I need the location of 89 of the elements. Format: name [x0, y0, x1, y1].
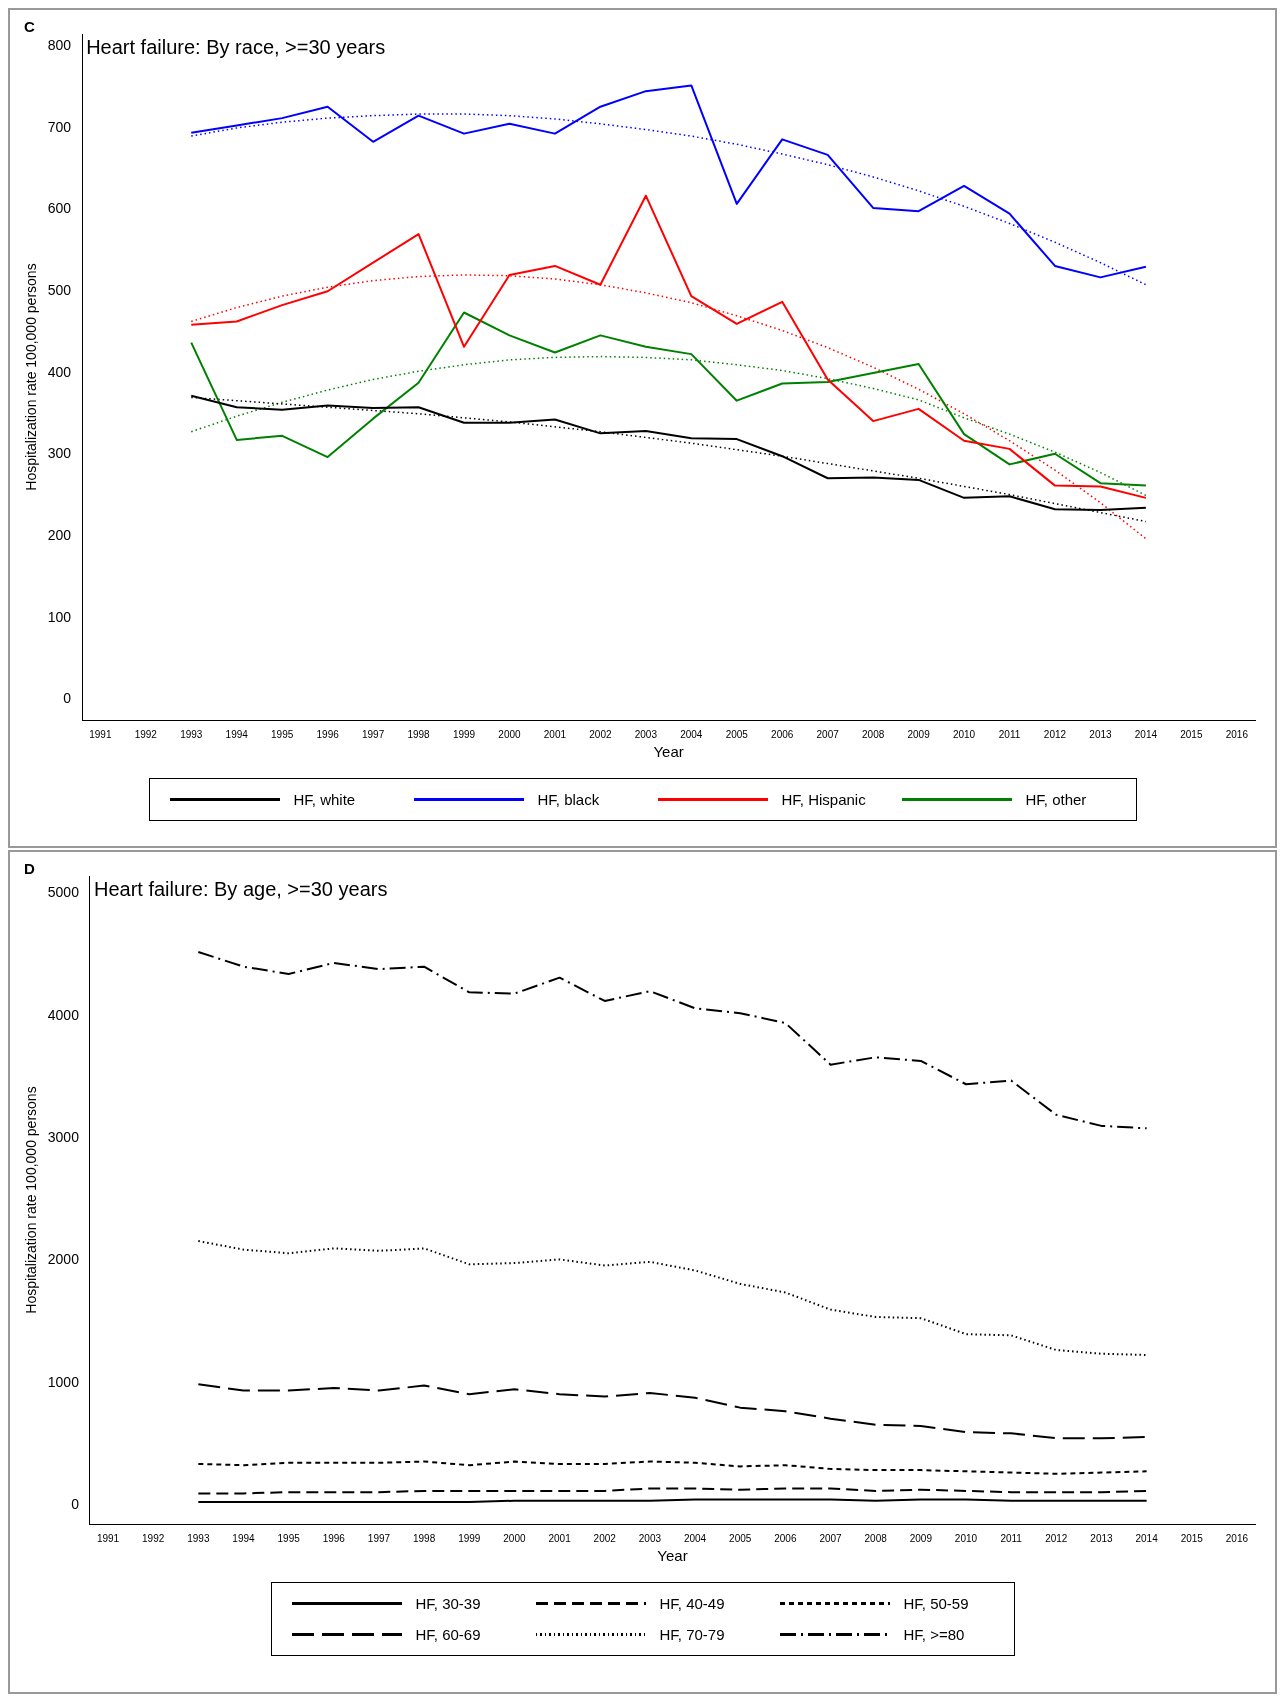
x-tick-label: 2013	[1089, 728, 1112, 740]
legend-label: HF, other	[1025, 791, 1088, 808]
x-tick-label: 2008	[862, 728, 885, 740]
x-tick-label: 1996	[322, 1532, 346, 1544]
x-tick-label: 1997	[367, 1532, 391, 1544]
x-tick-label: 1991	[89, 728, 112, 740]
x-tick-label: 2011	[998, 728, 1021, 740]
y-tick-label: 200	[47, 527, 72, 544]
y-tick-label: 1000	[47, 1373, 80, 1390]
x-tick-label: 2015	[1180, 1532, 1204, 1544]
y-tick-label: 300	[47, 445, 72, 462]
x-tick-label: 2000	[503, 1532, 526, 1544]
x-tick-label: 2005	[729, 1532, 752, 1544]
x-tick-label: 2012	[1043, 728, 1067, 740]
y-axis-title: Hospitalization rate 100,000 persons	[23, 1086, 40, 1314]
x-tick-label: 2007	[816, 728, 840, 740]
legend-label: HF, black	[537, 791, 601, 808]
x-tick-label: 2002	[593, 1532, 617, 1544]
text: D	[24, 860, 35, 877]
x-tick-label: 2004	[683, 1532, 707, 1544]
x-axis-title: Year	[657, 1547, 688, 1565]
x-tick-label: 2016	[1225, 1532, 1249, 1544]
x-tick-label: 1999	[452, 728, 476, 740]
y-tick-label: 100	[47, 608, 72, 625]
x-tick-label: 2000	[498, 728, 522, 740]
x-tick-label: 2006	[774, 1532, 797, 1544]
line-series	[197, 1240, 1148, 1356]
x-tick-label: 1993	[180, 728, 203, 740]
x-tick-label: 1994	[232, 1532, 256, 1544]
x-tick-label: 2005	[725, 728, 749, 740]
y-tick-label: 800	[47, 37, 72, 54]
x-tick-label: 1999	[458, 1532, 481, 1544]
line-series	[197, 950, 1148, 1130]
chart-title: Heart failure: By race, >=30 years	[86, 36, 386, 58]
text: C	[24, 18, 35, 35]
line-series	[197, 1460, 1148, 1475]
x-tick-label: 1995	[271, 728, 294, 740]
x-tick-label: 2015	[1180, 728, 1203, 740]
x-tick-label: 1998	[412, 1532, 436, 1544]
x-tick-label: 2008	[864, 1532, 888, 1544]
y-tick-label: 0	[63, 690, 72, 707]
x-tick-label: 2004	[680, 728, 703, 740]
x-tick-label: 1997	[361, 728, 385, 740]
x-tick-label: 1991	[96, 1532, 120, 1544]
legend-label: HF, Hispanic	[781, 791, 867, 808]
y-tick-label: 4000	[47, 1006, 80, 1023]
x-tick-label: 2006	[771, 728, 794, 740]
x-tick-label: 1998	[407, 728, 431, 740]
x-tick-label: 2012	[1045, 1532, 1068, 1544]
x-tick-label: 2010	[954, 1532, 978, 1544]
x-tick-label: 2003	[638, 1532, 662, 1544]
x-tick-label: 1994	[225, 728, 249, 740]
y-tick-label: 600	[47, 200, 72, 217]
y-tick-label: 500	[47, 282, 72, 299]
x-tick-label: 2009	[907, 728, 931, 740]
x-tick-label: 2003	[634, 728, 658, 740]
x-tick-label: 1992	[134, 728, 158, 740]
legend-label: HF, >=80	[903, 1626, 966, 1643]
x-axis-title: Year	[653, 743, 684, 761]
x-tick-label: 2014	[1135, 1532, 1159, 1544]
legend-label: HF, 50-59	[903, 1595, 970, 1612]
x-tick-label: 1995	[277, 1532, 301, 1544]
legend-label: HF, 60-69	[415, 1626, 482, 1643]
x-tick-label: 2014	[1134, 728, 1158, 740]
x-tick-label: 2009	[909, 1532, 933, 1544]
legend-label: HF, 40-49	[659, 1595, 726, 1612]
line-series	[197, 1383, 1148, 1440]
y-tick-label: 700	[47, 118, 72, 135]
x-tick-label: 2001	[548, 1532, 572, 1544]
chart-title: Heart failure: By age, >=30 years	[93, 878, 388, 900]
y-tick-label: 3000	[47, 1129, 80, 1145]
x-tick-label: 1993	[187, 1532, 210, 1544]
x-tick-label: 2016	[1225, 728, 1249, 740]
x-tick-label: 2002	[589, 728, 612, 740]
y-tick-label: 2000	[47, 1251, 80, 1268]
legend-label: HF, white	[293, 791, 357, 808]
legend-label: HF, 30-39	[415, 1595, 482, 1612]
x-tick-label: 2011	[1000, 1532, 1023, 1544]
x-tick-label: 2007	[819, 1532, 843, 1544]
y-tick-label: 0	[71, 1496, 80, 1513]
x-tick-label: 2001	[543, 728, 567, 740]
y-axis-title: Hospitalization rate 100,000 persons	[23, 263, 40, 491]
x-tick-label: 1996	[316, 728, 340, 740]
y-tick-label: 5000	[47, 884, 80, 901]
x-tick-label: 2013	[1090, 1532, 1114, 1544]
y-tick-label: 400	[47, 363, 72, 380]
x-tick-label: 2010	[952, 728, 976, 740]
x-tick-label: 1992	[142, 1532, 165, 1544]
legend-label: HF, 70-79	[659, 1626, 726, 1643]
